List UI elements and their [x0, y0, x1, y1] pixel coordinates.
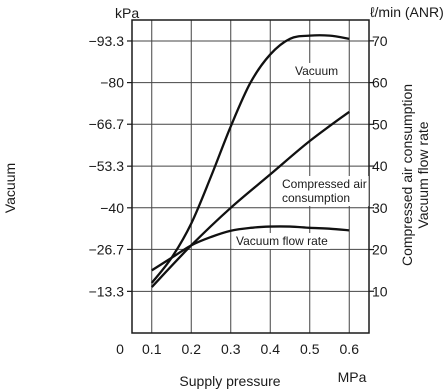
- right-tick-label: 40: [372, 158, 388, 174]
- left-tick-label: −80: [100, 75, 124, 91]
- series-layer: [150, 34, 350, 288]
- right-axis-unit: ℓ/min (ANR): [370, 4, 444, 20]
- vacuum-flow-rate-annotation-text: Vacuum flow rate: [236, 234, 328, 248]
- vacuum-curve: [150, 34, 350, 284]
- vacuum-annotation-text: Vacuum: [295, 64, 338, 78]
- x-origin-label: 0: [116, 341, 124, 357]
- left-tick-label: −66.7: [89, 116, 125, 132]
- right-tick-label: 50: [372, 116, 388, 132]
- vacuum-annotation: Vacuum: [293, 63, 341, 79]
- left-tick-label: −53.3: [89, 158, 125, 174]
- left-tick-label: −93.3: [89, 33, 125, 49]
- compressed-air-annotation-text: Compressed air: [282, 177, 367, 191]
- right-axis-title-line2: Vacuum flow rate: [415, 121, 431, 228]
- compressed-air-consumption-curve: [150, 110, 350, 288]
- right-tick-label: 30: [372, 200, 388, 216]
- left-tick-label: −13.3: [89, 283, 125, 299]
- left-tick-label: −26.7: [89, 241, 125, 257]
- compressed-air-annotation-bg: [280, 176, 369, 206]
- right-tick-label: 20: [372, 242, 388, 258]
- x-tick-label: 0.6: [340, 341, 360, 357]
- left-axis-title: Vacuum: [2, 163, 18, 213]
- right-tick-label: 10: [372, 283, 388, 299]
- vacuum-annotation-bg: [293, 63, 341, 79]
- right-tick-label: 60: [372, 75, 388, 91]
- left-axis-unit: kPa: [115, 5, 139, 21]
- x-tick-label: 0.2: [182, 341, 202, 357]
- x-tick-label: 0.4: [261, 341, 281, 357]
- x-tick-label: 0.5: [300, 341, 320, 357]
- x-axis-unit: MPa: [338, 369, 367, 385]
- x-tick-label: 0.1: [142, 341, 162, 357]
- compressed-air-annotation-text: consumption: [282, 191, 350, 205]
- vacuum-flow-rate-annotation: Vacuum flow rate: [234, 233, 331, 249]
- vacuum-flow-rate-annotation-bg: [234, 233, 331, 249]
- x-tick-label: 0.3: [221, 341, 241, 357]
- text-layer: −13.3 −26.7 −40 −53.3 −66.7 −80 −93.3 10 20 30 40 5…: [2, 4, 444, 389]
- vacuum-flow-rate-curve: [151, 225, 350, 272]
- plot-frame: [131, 19, 370, 334]
- x-axis-title: Supply pressure: [179, 373, 280, 389]
- left-tick-label: −40: [100, 200, 124, 216]
- right-axis-title-line1: Compressed air consumption: [399, 84, 415, 266]
- right-tick-label: 70: [372, 33, 388, 49]
